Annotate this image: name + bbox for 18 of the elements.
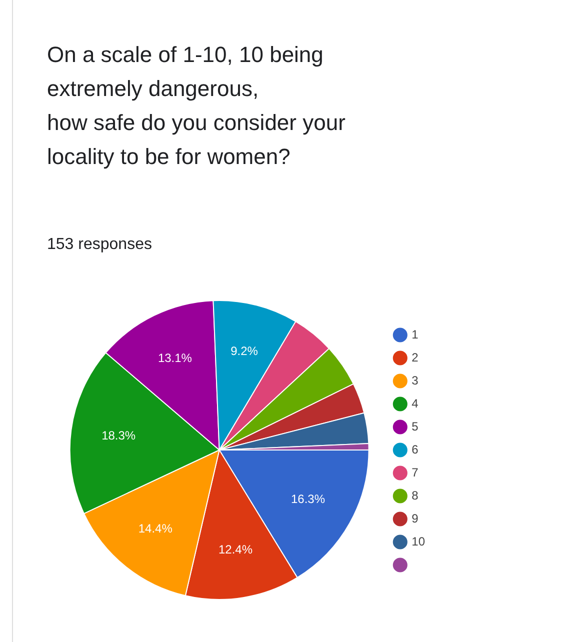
chart-subtitle: 153 responses	[47, 236, 152, 254]
legend-label: 4	[412, 396, 419, 410]
data-label: 12.4%	[218, 542, 253, 557]
legend-label: 10	[412, 534, 426, 548]
legend-label: 9	[412, 511, 419, 526]
legend-label: 1	[412, 327, 419, 342]
legend-label: 6	[412, 442, 419, 456]
data-label: 16.3%	[290, 492, 326, 506]
data-label: 9.2%	[230, 344, 258, 358]
legend-label: 8	[412, 488, 419, 502]
legend-label: 5	[412, 419, 419, 434]
legend-label: 3	[412, 373, 419, 388]
legend-label: 2	[412, 350, 419, 364]
data-label: 18.3%	[102, 428, 136, 443]
data-label: 13.1%	[158, 350, 192, 365]
legend-label: 7	[412, 465, 419, 480]
data-label: 14.4%	[138, 521, 173, 536]
chart-title: On a scale of 1-10, 10 being extremely dangerous, how safe do you consider your locality to be for women?	[47, 41, 346, 171]
